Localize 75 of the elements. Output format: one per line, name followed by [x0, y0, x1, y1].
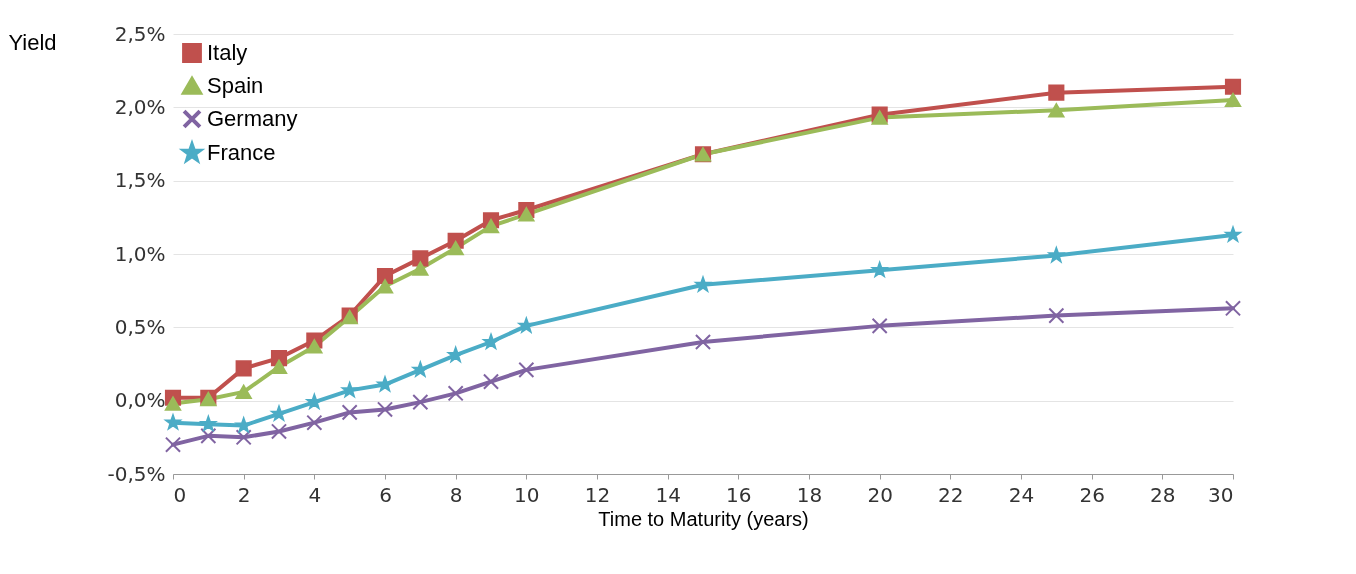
legend-label: Spain [207, 73, 264, 98]
point [306, 414, 323, 431]
point [235, 429, 252, 446]
point [412, 261, 429, 276]
point [518, 317, 535, 333]
point [412, 394, 429, 411]
point [1048, 103, 1065, 118]
point [482, 219, 500, 234]
y-tick-label: 1,0% [114, 241, 166, 266]
y-tick-label: 1,5% [114, 168, 166, 193]
point [447, 241, 464, 256]
x-tick-label: 4 [308, 482, 322, 507]
x-tick-label: 30 [1208, 482, 1234, 507]
point [871, 262, 888, 277]
y-tick-label: -0,5% [107, 461, 166, 486]
point [694, 333, 712, 351]
x-tick-label: 20 [867, 482, 893, 507]
point [234, 415, 252, 434]
point [271, 405, 287, 421]
x-tick-label: 18 [796, 482, 823, 507]
point [376, 279, 394, 294]
point [1048, 247, 1065, 263]
point [518, 361, 535, 378]
y-axis-title: Yield [8, 29, 57, 55]
point [306, 394, 323, 409]
point [1048, 307, 1065, 324]
x-tick-label: 26 [1079, 482, 1105, 507]
point [200, 427, 217, 444]
point [270, 359, 288, 375]
y-tick-label: 2,5% [114, 21, 166, 46]
point [1224, 92, 1242, 108]
point [871, 110, 888, 125]
point [270, 423, 288, 440]
x-tick-label: 0 [173, 482, 187, 507]
point [482, 373, 500, 390]
point [518, 207, 535, 222]
point [377, 376, 393, 392]
x-tick-label: 10 [514, 482, 540, 507]
x-tick-label: 12 [584, 482, 611, 507]
x-tick-label: 16 [726, 482, 752, 507]
point [1048, 84, 1065, 101]
point [412, 250, 429, 267]
point [1224, 300, 1242, 317]
point [235, 384, 252, 399]
point [1224, 78, 1242, 95]
point [164, 396, 182, 411]
x-tick-label: 28 [1150, 482, 1176, 507]
point [200, 416, 217, 431]
point [306, 339, 323, 354]
x-tick-label: 14 [655, 482, 681, 507]
x-tick-label: 6 [379, 482, 392, 507]
point [376, 267, 394, 285]
point [235, 360, 252, 377]
y-tick-label: 2,0% [114, 94, 166, 119]
y-tick-label: 0,5% [114, 314, 166, 339]
y-tick-label: 0,0% [114, 388, 166, 413]
point [164, 436, 182, 453]
point [447, 347, 464, 362]
point [695, 276, 711, 292]
legend-label: Germany [207, 106, 298, 131]
point [412, 361, 429, 377]
point [871, 317, 888, 334]
x-tick-label: 22 [938, 482, 964, 507]
point [376, 401, 394, 418]
point [341, 382, 358, 398]
x-tick-label: 8 [449, 482, 463, 507]
point [341, 404, 358, 421]
point [447, 385, 464, 402]
x-tick-label: 24 [1008, 482, 1035, 507]
point [1225, 226, 1241, 242]
point [483, 333, 499, 349]
legend-label: Italy [207, 40, 248, 65]
x-axis-title: Time to Maturity (years) [598, 507, 809, 530]
x-tick-label: 2 [237, 482, 251, 507]
legend-label: France [207, 140, 276, 165]
